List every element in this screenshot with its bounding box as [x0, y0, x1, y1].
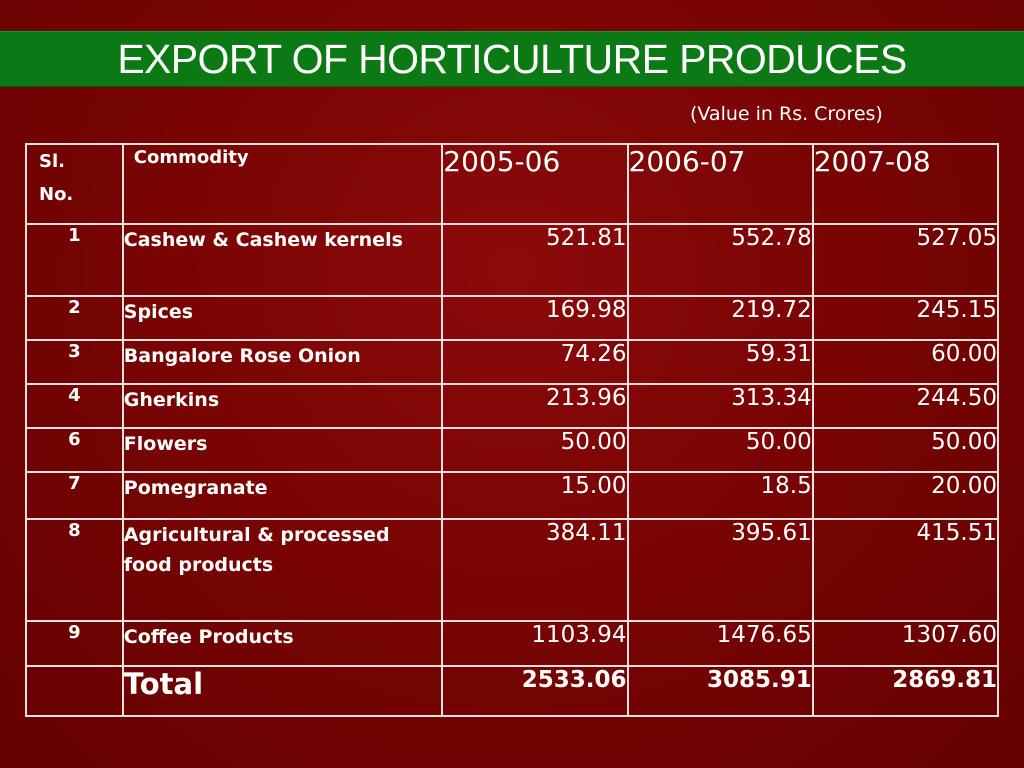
row-value-2007-08: 20.00: [811, 471, 1000, 520]
row-value-2006-07: 219.72: [626, 295, 814, 341]
header-commodity: Commodity: [121, 143, 444, 225]
header-year-2005-06: 2005-06: [441, 143, 629, 225]
row-commodity: Cashew & Cashew kernels: [121, 223, 444, 297]
row-value-2007-08: 245.15: [811, 295, 1000, 341]
row-sl-no: 4: [25, 383, 124, 429]
total-value-2007-08: 2869.81: [811, 665, 1000, 717]
row-commodity: Pomegranate: [121, 471, 444, 520]
export-table: Sl. No. Commodity 2005-06 2006-07 2007-0…: [25, 143, 1000, 717]
total-value-2006-07: 3085.91: [626, 665, 814, 717]
row-value-2007-08: 60.00: [811, 339, 1000, 385]
header-sl-line2: No.: [39, 184, 74, 205]
row-value-2007-08: 415.51: [811, 518, 1000, 622]
row-value-2005-06: 50.00: [441, 427, 629, 473]
row-sl-no: 1: [25, 223, 124, 297]
row-value-2006-07: 59.31: [626, 339, 814, 385]
row-value-2005-06: 1103.94: [441, 620, 629, 667]
header-year-2006-07: 2006-07: [626, 143, 814, 225]
total-sl-empty: [25, 665, 124, 717]
row-value-2005-06: 74.26: [441, 339, 629, 385]
total-row: Total 2533.06 3085.91 2869.81: [25, 665, 1000, 717]
header-sl-line1: Sl.: [39, 151, 65, 172]
row-sl-no: 7: [25, 471, 124, 520]
row-value-2006-07: 18.5: [626, 471, 814, 520]
row-sl-no: 8: [25, 518, 124, 622]
row-value-2006-07: 313.34: [626, 383, 814, 429]
row-value-2007-08: 527.05: [811, 223, 1000, 297]
table-row: 7 Pomegranate 15.00 18.5 20.00: [25, 471, 1000, 520]
slide-title: EXPORT OF HORTICULTURE PRODUCES: [117, 36, 907, 82]
row-value-2006-07: 50.00: [626, 427, 814, 473]
row-value-2007-08: 244.50: [811, 383, 1000, 429]
row-value-2005-06: 15.00: [441, 471, 629, 520]
title-band: [0, 31, 1024, 87]
row-commodity: Bangalore Rose Onion: [121, 339, 444, 385]
row-commodity: Spices: [121, 295, 444, 341]
row-commodity: Agricultural & processed food products: [121, 518, 444, 622]
row-commodity: Flowers: [121, 427, 444, 473]
row-commodity: Coffee Products: [121, 620, 444, 667]
value-unit-note: (Value in Rs. Crores): [690, 103, 883, 125]
row-sl-no: 3: [25, 339, 124, 385]
table-row: 1 Cashew & Cashew kernels 521.81 552.78 …: [25, 223, 1000, 297]
row-value-2007-08: 1307.60: [811, 620, 1000, 667]
total-value-2005-06: 2533.06: [441, 665, 629, 717]
row-value-2006-07: 395.61: [626, 518, 814, 622]
row-sl-no: 6: [25, 427, 124, 473]
row-value-2007-08: 50.00: [811, 427, 1000, 473]
header-row: Sl. No. Commodity 2005-06 2006-07 2007-0…: [25, 143, 1000, 225]
row-commodity: Gherkins: [121, 383, 444, 429]
table-row: 9 Coffee Products 1103.94 1476.65 1307.6…: [25, 620, 1000, 667]
table-row: 3 Bangalore Rose Onion 74.26 59.31 60.00: [25, 339, 1000, 385]
row-value-2005-06: 384.11: [441, 518, 629, 622]
row-sl-no: 2: [25, 295, 124, 341]
table-row: 4 Gherkins 213.96 313.34 244.50: [25, 383, 1000, 429]
header-sl-no: Sl. No.: [25, 143, 124, 225]
row-value-2005-06: 213.96: [441, 383, 629, 429]
row-value-2005-06: 169.98: [441, 295, 629, 341]
row-value-2006-07: 1476.65: [626, 620, 814, 667]
table-row: 6 Flowers 50.00 50.00 50.00: [25, 427, 1000, 473]
table-row: 2 Spices 169.98 219.72 245.15: [25, 295, 1000, 341]
total-label: Total: [121, 665, 444, 717]
row-value-2006-07: 552.78: [626, 223, 814, 297]
row-sl-no: 9: [25, 620, 124, 667]
header-year-2007-08: 2007-08: [811, 143, 1000, 225]
table-row: 8 Agricultural & processed food products…: [25, 518, 1000, 622]
row-value-2005-06: 521.81: [441, 223, 629, 297]
